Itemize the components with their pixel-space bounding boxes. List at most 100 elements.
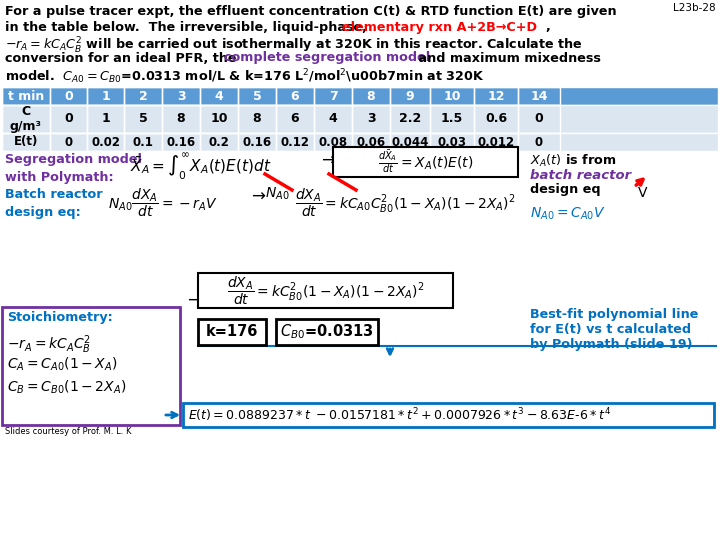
Bar	[474, 133, 518, 151]
Text: $X_A(t)$ is from: $X_A(t)$ is from	[530, 153, 616, 169]
Bar	[238, 105, 276, 133]
Text: 1: 1	[101, 90, 110, 103]
Bar	[50, 87, 87, 105]
Text: and maximum mixedness: and maximum mixedness	[414, 51, 601, 64]
Bar	[200, 105, 238, 133]
Bar	[276, 87, 314, 105]
Bar	[200, 87, 238, 105]
Text: 0.044: 0.044	[391, 136, 428, 148]
Text: L23b-28: L23b-28	[673, 3, 716, 13]
Bar	[352, 105, 390, 133]
Text: 0.06: 0.06	[356, 136, 386, 148]
Text: design eq: design eq	[530, 183, 600, 196]
Bar	[200, 133, 238, 151]
Text: Batch reactor
design eq:: Batch reactor design eq:	[5, 188, 103, 219]
Text: 0: 0	[535, 112, 544, 125]
Text: $C_A = C_{A0}(1-X_A)$: $C_A = C_{A0}(1-X_A)$	[7, 356, 117, 373]
Text: $\rightarrow$: $\rightarrow$	[248, 186, 266, 204]
Text: 12: 12	[487, 90, 505, 103]
Bar	[2, 105, 718, 133]
Text: 2: 2	[139, 90, 148, 103]
Text: 0.6: 0.6	[485, 112, 507, 125]
Bar	[276, 133, 314, 151]
Text: 0.03: 0.03	[438, 136, 467, 148]
Bar	[474, 87, 518, 105]
Text: $-r_A = kC_AC_B^2$: $-r_A = kC_AC_B^2$	[7, 333, 91, 356]
Bar	[198, 273, 453, 308]
Bar	[238, 87, 276, 105]
Text: 14: 14	[530, 90, 548, 103]
Text: 1: 1	[101, 112, 110, 125]
Text: 5: 5	[253, 90, 261, 103]
Bar	[87, 133, 124, 151]
Bar	[124, 133, 162, 151]
Text: 3: 3	[366, 112, 375, 125]
Text: $\dfrac{dX_A}{dt} = kC_{A0}C_{B0}^2(1-X_A)(1-2X_A)^2$: $\dfrac{dX_A}{dt} = kC_{A0}C_{B0}^2(1-X_…	[295, 186, 516, 219]
Text: $\dfrac{dX_A}{dt} = kC_{B0}^2(1-X_A)(1-2X_A)^2$: $\dfrac{dX_A}{dt} = kC_{B0}^2(1-X_A)(1-2…	[227, 274, 424, 307]
Text: for E(t) vs t calculated: for E(t) vs t calculated	[530, 323, 691, 336]
Bar	[2, 133, 50, 151]
Text: 0.2: 0.2	[209, 136, 230, 148]
Bar	[87, 87, 124, 105]
Text: batch reactor: batch reactor	[530, 169, 631, 182]
Bar	[162, 105, 200, 133]
Bar	[50, 105, 87, 133]
Bar	[2, 133, 718, 151]
Text: 0.12: 0.12	[281, 136, 310, 148]
Bar	[390, 133, 430, 151]
Text: conversion for an ideal PFR, the: conversion for an ideal PFR, the	[5, 51, 241, 64]
Text: 1.5: 1.5	[441, 112, 463, 125]
Bar	[87, 105, 124, 133]
Text: 0.1: 0.1	[132, 136, 153, 148]
Text: 4: 4	[328, 112, 338, 125]
Text: 4: 4	[215, 90, 223, 103]
Text: Slides courtesy of Prof. M. L. K: Slides courtesy of Prof. M. L. K	[5, 427, 132, 436]
Text: $\bar{X}_A = \int_0^\infty X_A(t)E(t)dt$: $\bar{X}_A = \int_0^\infty X_A(t)E(t)dt$	[130, 151, 271, 183]
Text: $\rightarrow$: $\rightarrow$	[318, 150, 336, 168]
Bar	[2, 105, 50, 133]
Text: Stoichiometry:: Stoichiometry:	[7, 311, 113, 324]
Text: For a pulse tracer expt, the effluent concentration C(t) & RTD function E(t) are: For a pulse tracer expt, the effluent co…	[5, 5, 616, 18]
Text: 8: 8	[176, 112, 185, 125]
Text: $\frac{d\bar{X}_A}{dt} = X_A(t)E(t)$: $\frac{d\bar{X}_A}{dt} = X_A(t)E(t)$	[378, 148, 473, 176]
Text: $C_B = C_{B0}(1-2X_A)$: $C_B = C_{B0}(1-2X_A)$	[7, 379, 127, 396]
Bar	[518, 105, 560, 133]
Text: complete segregation model: complete segregation model	[224, 51, 431, 64]
Text: 10: 10	[210, 112, 228, 125]
Bar	[238, 133, 276, 151]
Bar	[390, 87, 430, 105]
Bar	[352, 133, 390, 151]
Text: V: V	[638, 186, 647, 200]
Text: Best-fit polynomial line: Best-fit polynomial line	[530, 308, 698, 321]
Bar	[314, 133, 352, 151]
Text: 9: 9	[405, 90, 414, 103]
Text: 5: 5	[139, 112, 148, 125]
Bar	[430, 133, 474, 151]
Text: 0: 0	[64, 112, 73, 125]
Text: $N_{A0}$: $N_{A0}$	[265, 186, 289, 202]
Bar	[474, 105, 518, 133]
Text: 7: 7	[328, 90, 338, 103]
Text: Segregation model
with Polymath:: Segregation model with Polymath:	[5, 153, 142, 184]
Bar	[183, 403, 714, 427]
Text: ,: ,	[545, 21, 550, 33]
Text: $E(t)= 0.0889237*t\ -0.0157181*t^2 + 0.0007926*t^3 - 8.63E\text{-}6*t^4$: $E(t)= 0.0889237*t\ -0.0157181*t^2 + 0.0…	[188, 406, 611, 424]
Text: $-r_A=kC_AC_B^2$ will be carried out isothermally at 320K in this reactor. Calcu: $-r_A=kC_AC_B^2$ will be carried out iso…	[5, 36, 582, 56]
Text: 0.02: 0.02	[91, 136, 120, 148]
Text: C
g/m³: C g/m³	[10, 105, 42, 133]
Text: k=176: k=176	[206, 325, 258, 340]
Bar	[430, 105, 474, 133]
Bar	[2, 87, 718, 105]
Text: t min: t min	[8, 90, 44, 103]
Text: 0.012: 0.012	[477, 136, 515, 148]
Bar	[430, 87, 474, 105]
Text: in the table below.  The irreversible, liquid-phase,: in the table below. The irreversible, li…	[5, 21, 372, 33]
Text: 6: 6	[291, 112, 300, 125]
Text: by Polymath (slide 19): by Polymath (slide 19)	[530, 338, 693, 351]
Bar	[314, 87, 352, 105]
Text: 10: 10	[444, 90, 461, 103]
Bar	[276, 319, 378, 345]
Bar	[390, 105, 430, 133]
Bar	[333, 147, 518, 177]
Text: 0: 0	[535, 136, 543, 148]
